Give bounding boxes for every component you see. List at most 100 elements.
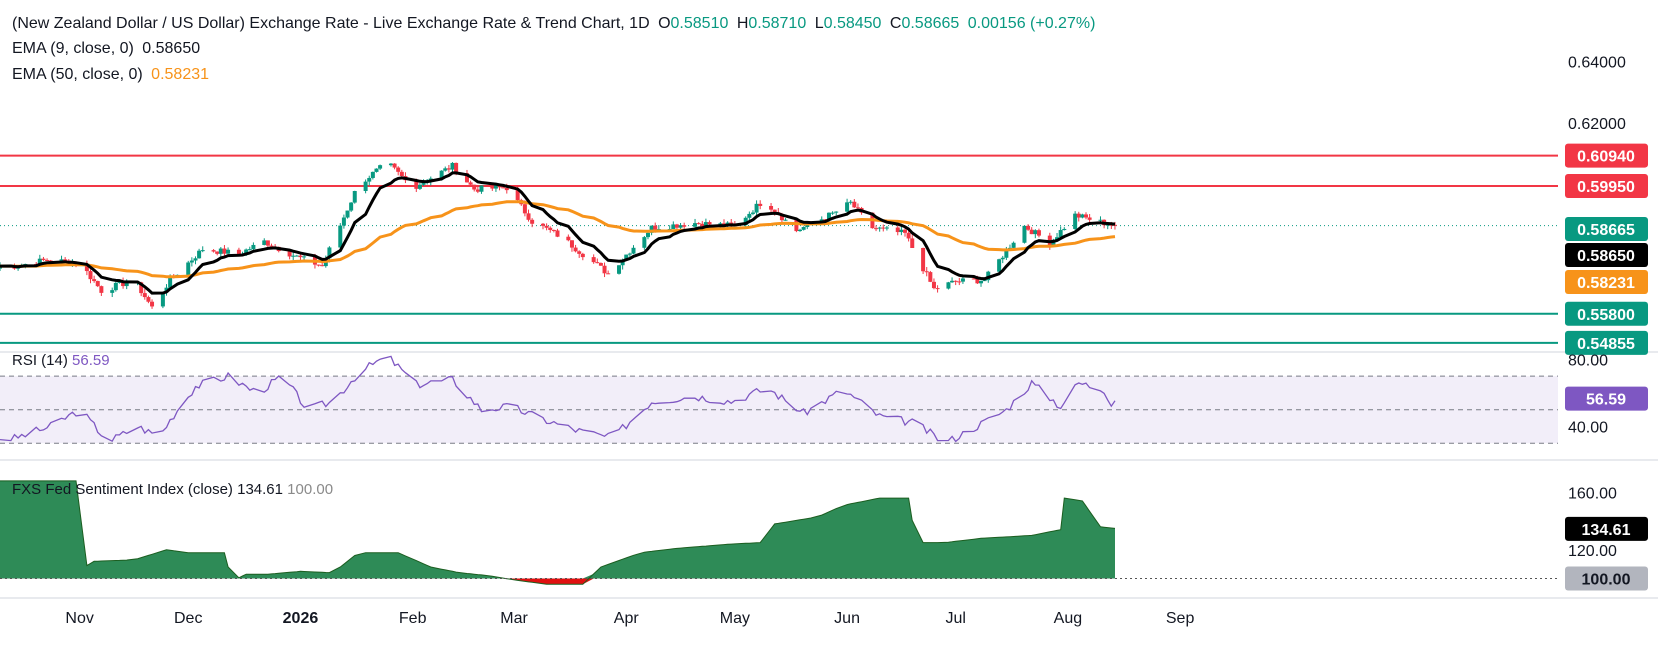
ema9-legend[interactable]: EMA (9, close, 0) 0.58650: [12, 38, 204, 60]
candle-body: [493, 185, 498, 189]
ohlc-low: 0.58450: [823, 15, 882, 32]
candle-body: [544, 225, 549, 228]
sentiment-tag: 134.61: [1582, 522, 1631, 539]
candle-body: [580, 253, 585, 258]
candle-body: [472, 184, 477, 190]
candle-body: [823, 219, 828, 221]
ohlc-open-label: O: [658, 15, 671, 32]
candle-body: [37, 258, 42, 265]
candle-body: [624, 254, 629, 260]
candle-body: [747, 213, 752, 218]
candle-body: [783, 219, 788, 221]
candle-body: [855, 207, 860, 209]
candle-body: [99, 286, 104, 293]
current-price-tag: 0.58231: [1577, 275, 1635, 292]
level-price-tag: 0.60940: [1577, 149, 1635, 166]
candle-body: [186, 262, 191, 275]
level-price-tag: 0.59950: [1577, 179, 1635, 196]
candle-body: [754, 203, 759, 213]
candle-body: [1073, 213, 1078, 229]
candle-body: [200, 250, 205, 252]
ema50-line: [0, 200, 1116, 279]
time-axis-label: May: [720, 610, 750, 627]
candles: [0, 162, 1117, 309]
rsi-legend[interactable]: RSI (14) 56.59: [12, 352, 110, 369]
candle-body: [555, 230, 560, 237]
candle-body: [750, 212, 755, 214]
candle-body: [515, 190, 520, 201]
candle-body: [935, 288, 940, 290]
candle-body: [707, 222, 712, 225]
candle-body: [1055, 237, 1060, 240]
ohlc-high-label: H: [736, 15, 749, 32]
candle-body: [302, 256, 307, 258]
candle-body: [374, 168, 379, 172]
candle-body: [848, 201, 853, 203]
time-axis-label: Dec: [174, 610, 202, 627]
candle-body: [341, 217, 346, 226]
current-price-tag-bg: [1565, 243, 1648, 267]
sentiment-line: [0, 480, 1116, 585]
candle-body: [743, 217, 748, 226]
candle-body: [215, 251, 220, 254]
candle-body: [367, 177, 372, 182]
ohlc-change: 0.00156 (+0.27%): [967, 15, 1096, 32]
candle-body: [758, 203, 763, 206]
candle-body: [269, 245, 274, 247]
candle-body: [139, 282, 144, 294]
candle-body: [211, 250, 216, 252]
level-price-tag: 0.54855: [1577, 336, 1635, 353]
candle-body: [501, 187, 506, 189]
candle-body: [772, 209, 777, 213]
candle-body: [236, 249, 241, 254]
chart-title: (New Zealand Dollar / US Dollar) Exchang…: [12, 15, 650, 32]
level-price-tag-bg: [1565, 143, 1648, 168]
candle-body: [338, 225, 343, 248]
candle-body: [247, 249, 252, 251]
ema50-value: 0.58231: [151, 66, 210, 83]
candle-body: [396, 167, 401, 172]
sentiment-legend[interactable]: FXS Fed Sentiment Index (close) 134.61 1…: [12, 481, 333, 498]
candle-body: [910, 238, 915, 248]
candle-body: [845, 202, 850, 212]
candle-body: [1000, 257, 1005, 260]
sentiment-area-negative: [0, 578, 1115, 585]
chart-header: (New Zealand Dollar / US Dollar) Exchang…: [12, 13, 1099, 35]
rsi-label: RSI (14): [12, 352, 68, 369]
candle-body: [877, 227, 882, 229]
candle-body: [895, 227, 900, 233]
candle-body: [370, 171, 375, 178]
candle-body: [189, 260, 194, 263]
candle-body: [454, 162, 459, 174]
candle-body: [541, 223, 545, 226]
candle-body: [874, 228, 879, 230]
candle-body: [899, 229, 904, 233]
sentiment-baseline: 100.00: [287, 481, 334, 498]
candle-body: [45, 259, 50, 261]
ohlc-open: 0.58510: [670, 15, 729, 32]
ema50-legend[interactable]: EMA (50, close, 0) 0.58231: [12, 64, 213, 86]
candle-body: [569, 240, 574, 248]
ema9-value: 0.58650: [142, 40, 201, 57]
candle-body: [931, 281, 936, 289]
time-axis-label: Nov: [65, 610, 93, 627]
price-axis-tick: 0.62000: [1568, 116, 1626, 133]
candle-body: [160, 292, 165, 307]
candle-body: [906, 232, 911, 239]
candle-body: [1087, 217, 1092, 220]
candle-body: [794, 219, 799, 232]
candle-body: [218, 248, 223, 254]
candle-body: [197, 250, 202, 259]
candle-body: [631, 247, 636, 254]
candle-body: [262, 240, 267, 245]
candle-body: [696, 223, 701, 225]
candle-body: [595, 262, 600, 264]
ema50-label: EMA (50, close, 0): [12, 66, 143, 83]
rsi-axis-tick: 40.00: [1568, 419, 1608, 436]
candle-body: [150, 301, 155, 307]
candle-body: [671, 224, 676, 230]
ohlc-high: 0.58710: [748, 15, 807, 32]
candle-body: [124, 282, 129, 287]
candle-body: [399, 171, 404, 177]
